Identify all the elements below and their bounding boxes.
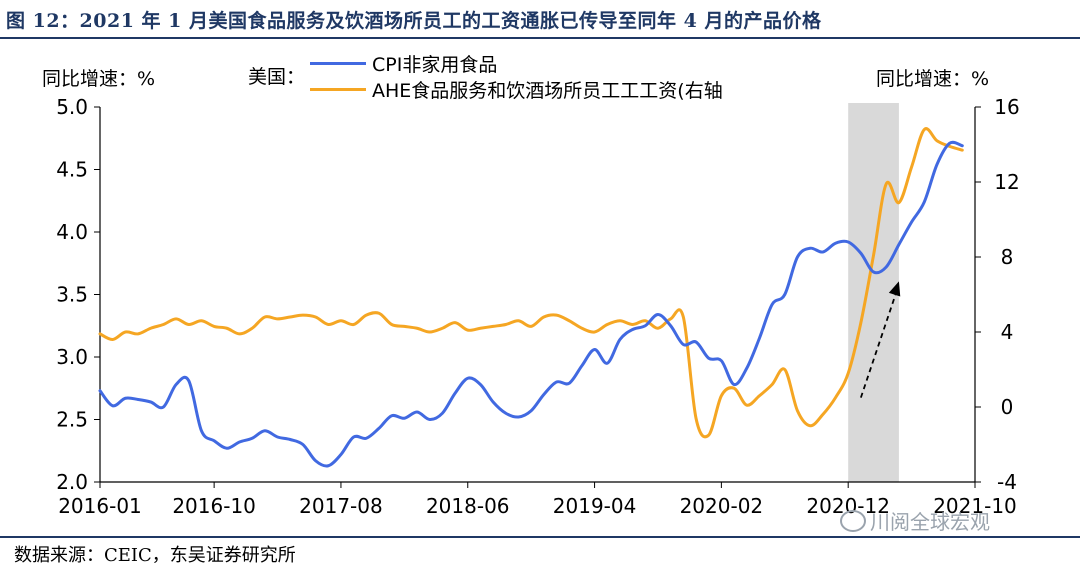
legend-swatch-cpi: [310, 62, 366, 65]
right-tick-label: -4: [997, 470, 1017, 494]
arrow-shaft: [860, 293, 897, 398]
x-tick-label: 2018-06: [426, 494, 510, 518]
right-axis-label: 同比增速：%: [876, 68, 990, 90]
left-tick-label: 3.0: [56, 345, 88, 369]
right-tick-label: 12: [994, 170, 1019, 194]
left-tick-label: 2.5: [56, 408, 88, 432]
left-tick-label: 4.5: [56, 158, 88, 182]
legend-label-ahe: AHE食品服务和饮酒场所员工工工资(右轴: [372, 80, 723, 102]
left-tick-label: 2.0: [56, 470, 88, 494]
bottom-rule: [0, 536, 1080, 538]
chart-axes: 2.0 2.5 3.0 3.5 4.0 4.5 5.0 -4 0 4 8 12 16 2016-01 201…: [56, 95, 1020, 518]
left-tick-label: 5.0: [56, 95, 88, 119]
series-line-ahe: [98, 127, 964, 439]
x-tick-label: 2017-08: [299, 494, 383, 518]
right-tick-label: 0: [1001, 395, 1014, 419]
watermark-text: 川阅全球宏观: [870, 510, 990, 534]
right-tick-label: 4: [1001, 320, 1014, 344]
left-axis-label: 同比增速：%: [42, 68, 156, 90]
legend-swatch-ahe: [310, 88, 366, 91]
figure-title: 图 12：2021 年 1 月美国食品服务及饮酒场所员工的工资通胀已传导至同年 …: [6, 10, 822, 32]
x-tick-label: 2020-02: [680, 494, 764, 518]
series-line-cpi: [98, 140, 964, 468]
title-rule: [0, 37, 1080, 39]
legend-country: 美国：: [248, 66, 306, 88]
arrow-head: [888, 281, 901, 297]
chart-series: [98, 127, 964, 468]
left-tick-label: 4.0: [56, 220, 88, 244]
x-tick-label: 2021-10: [933, 494, 1017, 518]
left-tick-label: 3.5: [56, 283, 88, 307]
transmission-arrow: [860, 281, 901, 398]
legend-label-cpi: CPI非家用食品: [372, 54, 498, 76]
right-tick-label: 16: [994, 95, 1019, 119]
right-tick-label: 8: [1001, 245, 1014, 269]
x-tick-label: 2016-10: [172, 494, 256, 518]
wechat-icon: [840, 510, 866, 532]
x-tick-label: 2019-04: [553, 494, 637, 518]
x-tick-label: 2016-01: [58, 494, 142, 518]
title-bar: 图 12：2021 年 1 月美国食品服务及饮酒场所员工的工资通胀已传导至同年 …: [0, 0, 1080, 39]
source-note: 数据来源：CEIC，东吴证券研究所: [14, 545, 296, 566]
